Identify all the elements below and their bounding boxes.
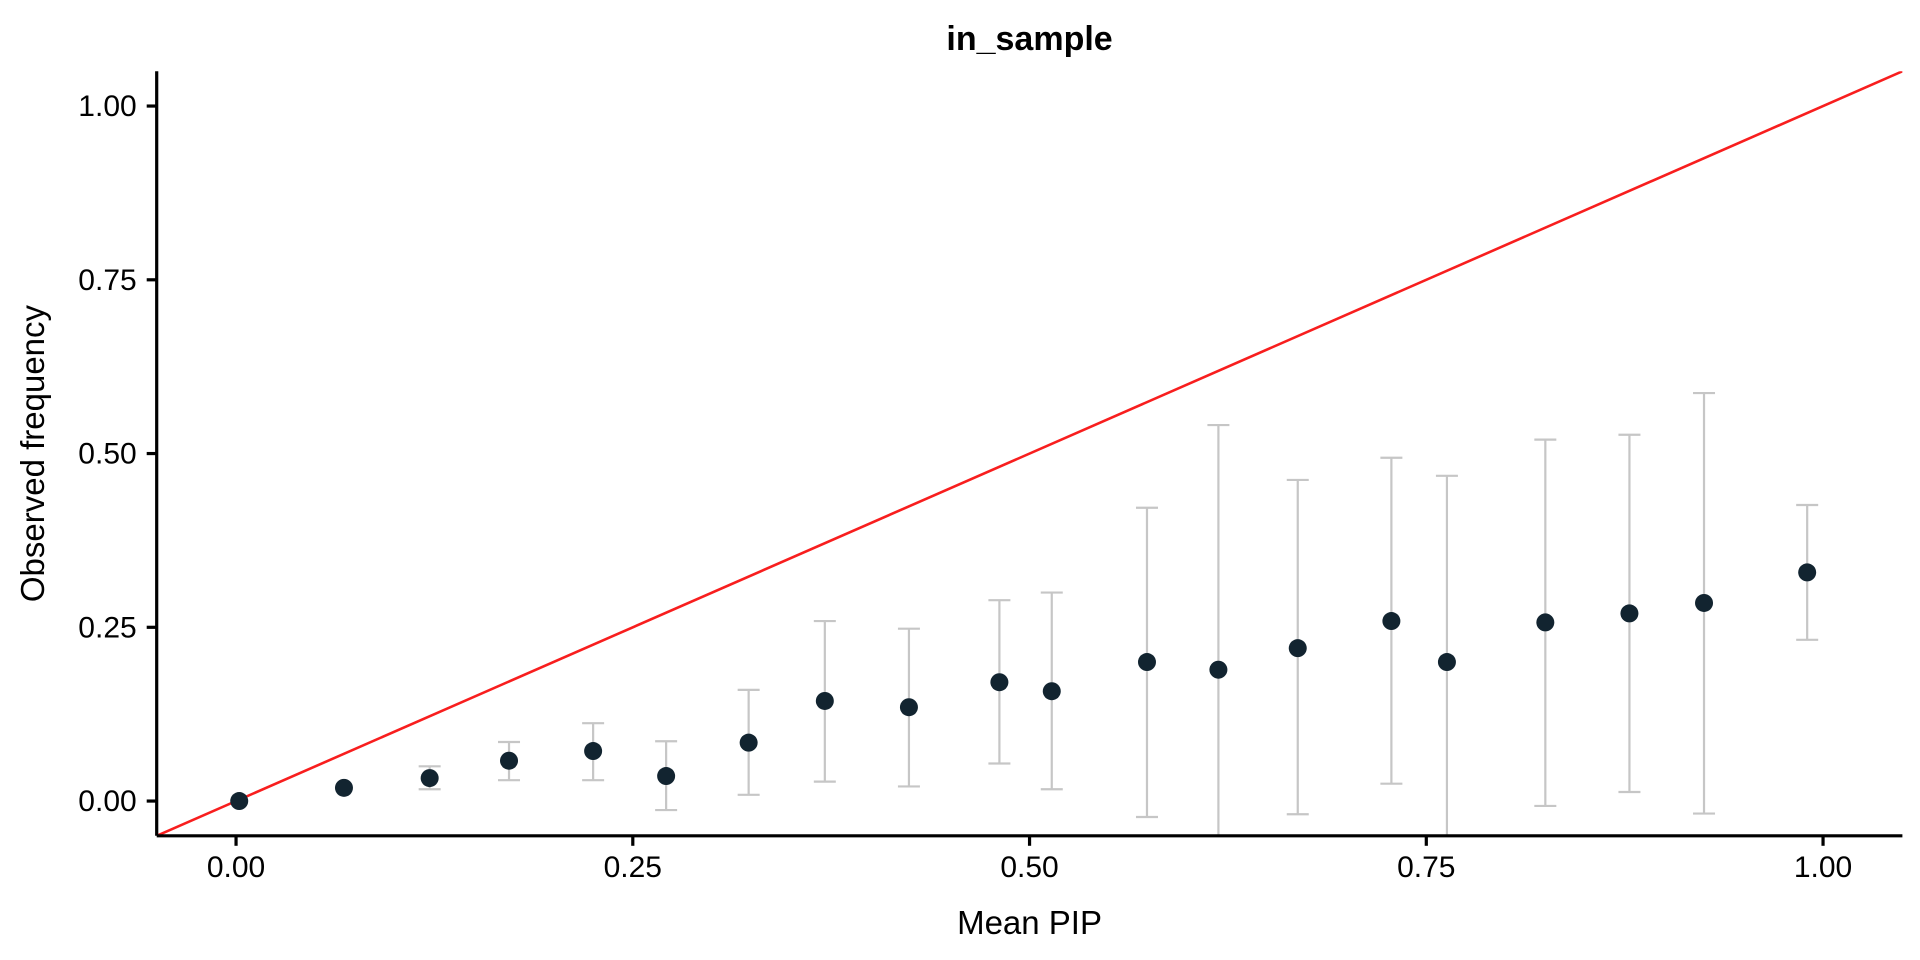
data-points [230,563,1817,811]
y-tick-label: 1.00 [78,90,136,123]
error-bar [1207,423,1230,836]
data-point [1209,660,1228,679]
data-point [334,778,353,797]
x-axis-label: Mean PIP [957,904,1102,941]
y-axis-label: Observed frequency [14,304,51,602]
y-tick-label: 0.00 [78,785,136,818]
data-point [1382,612,1401,631]
data-point [1620,604,1639,623]
data-point [899,698,918,717]
x-tick-label: 0.25 [604,851,662,884]
identity-line [156,71,1903,836]
data-point [1137,653,1156,672]
panel-content [156,71,1903,836]
y-tick-label: 0.75 [78,264,136,297]
error-bars [418,391,1819,836]
x-tick-label: 0.00 [207,851,265,884]
data-point [1695,593,1714,612]
data-point [990,673,1009,692]
data-point [1288,639,1307,658]
data-point [230,792,249,811]
data-point [1798,563,1817,582]
y-tick-label: 0.50 [78,438,136,471]
data-point [1042,682,1061,701]
x-tick-label: 0.50 [1000,851,1058,884]
data-point [500,751,519,770]
y-tick-label: 0.25 [78,611,136,644]
axes [146,71,1903,846]
x-tick-label: 0.75 [1397,851,1455,884]
x-tick-label: 1.00 [1794,851,1852,884]
data-point [1536,613,1555,632]
data-point [1437,653,1456,672]
data-point [815,691,834,710]
plot-title: in_sample [946,20,1112,58]
data-point [584,742,603,761]
tick-labels: 0.00 0.25 0.50 0.75 1.00 0.00 0.25 0.50 0.75 1.00 [78,90,1852,884]
data-point [657,767,676,786]
data-point [420,769,439,788]
data-point [739,733,758,752]
